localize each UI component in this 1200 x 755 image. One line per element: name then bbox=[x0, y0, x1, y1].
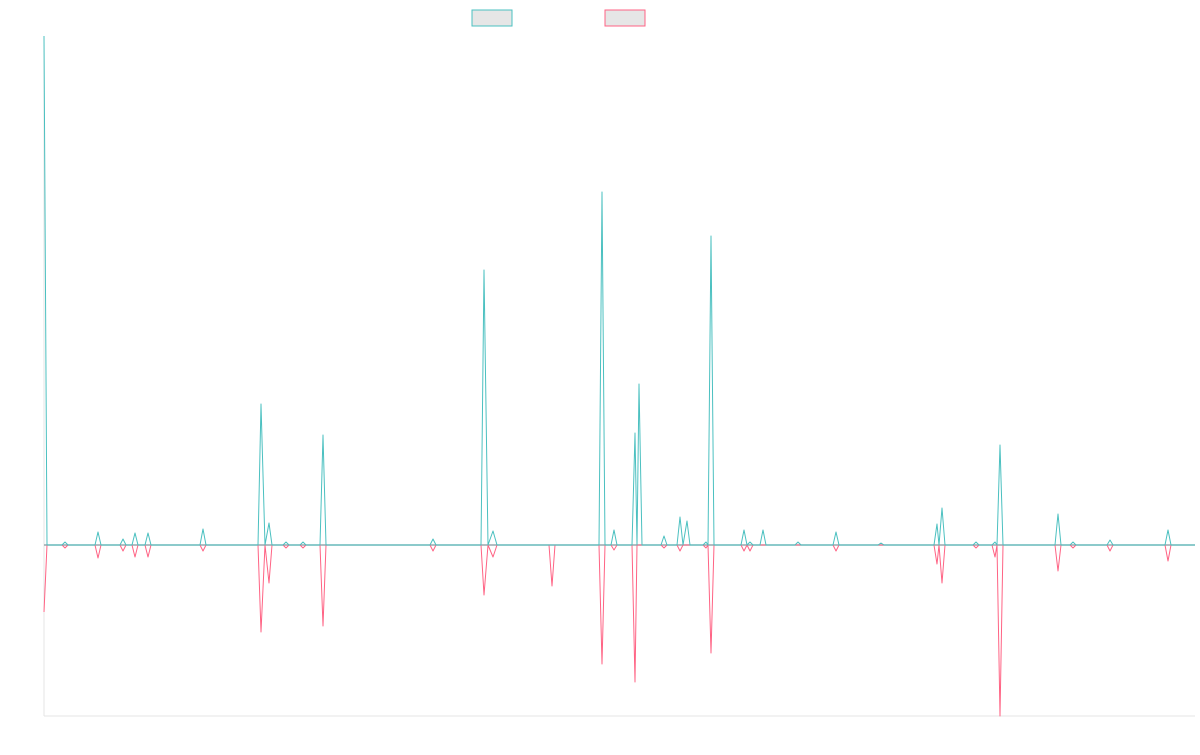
data-line bbox=[43, 35, 1195, 546]
legend-swatch[interactable] bbox=[471, 9, 513, 27]
data-line bbox=[43, 544, 1195, 717]
legend-swatch[interactable] bbox=[604, 9, 646, 27]
